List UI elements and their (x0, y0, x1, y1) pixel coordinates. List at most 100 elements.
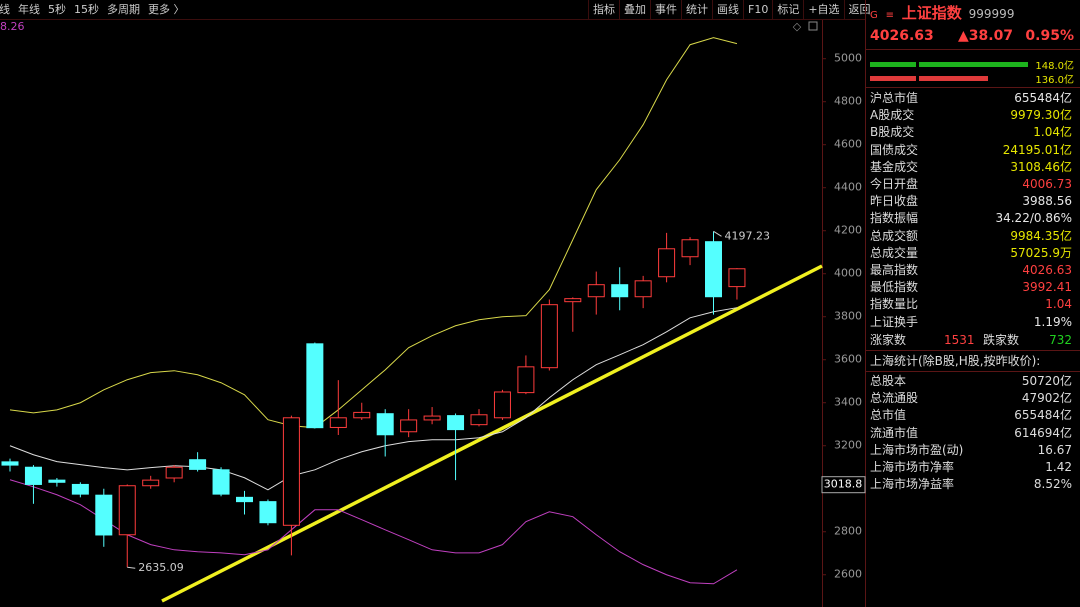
period-button[interactable]: 日线 (0, 3, 10, 16)
stat-row: 总股本 50720亿 (870, 373, 1072, 390)
info-label: 上证换手 (870, 314, 919, 329)
y-tick-label: 4000 (834, 267, 862, 280)
candle-body (493, 391, 511, 419)
tool-button[interactable]: 统计 (681, 0, 712, 19)
candle-body (24, 466, 42, 485)
info-row: 指数振幅 34.22/0.86% (870, 210, 1072, 227)
candle-body (95, 494, 113, 536)
info-row: 基金成交 3108.46亿 (870, 159, 1072, 176)
icon (808, 21, 818, 31)
section-title: 上海统计(除B股,H股,按昨收价): (870, 354, 1041, 368)
stat-row: 上海市场市净率 1.42 (870, 459, 1072, 476)
divider (866, 371, 1080, 372)
info-label: B股成交 (870, 125, 915, 140)
logo: G (870, 10, 878, 21)
annotation-pointer (127, 566, 136, 569)
info-value: 34.22/0.86% (995, 211, 1072, 226)
stat-label: 上海市场净益率 (870, 477, 955, 492)
info-label: 总成交额 (870, 228, 919, 243)
info-value: 9979.30亿 (1010, 108, 1072, 123)
candle-body (705, 241, 722, 298)
stat-value: 50720亿 (1021, 374, 1072, 388)
stat-label: 总流通股 (870, 391, 919, 406)
candle-body (71, 483, 89, 495)
buy-bar (870, 62, 916, 67)
candle-body (48, 479, 66, 483)
period-button[interactable]: 15秒 (74, 3, 99, 16)
candle-body (329, 417, 347, 428)
info-row: 指数量比 1.04 (870, 296, 1072, 313)
candle-body (470, 414, 488, 426)
divider (866, 350, 1080, 351)
candle-body (728, 268, 746, 288)
info-row: 沪总市值 655484亿 (870, 90, 1072, 107)
buy-bar-label: 148.0亿 (1035, 61, 1074, 72)
info-label: 昨日收盘 (870, 194, 919, 209)
y-tick-label: 3800 (834, 310, 862, 323)
stat-value: 16.67 (1037, 442, 1072, 457)
info-label: 沪总市值 (870, 91, 919, 105)
candle-body (658, 248, 676, 278)
candle-body (447, 415, 465, 431)
info-row: 最高指数 4026.63 (870, 262, 1072, 279)
period-button[interactable]: 更多 〉 (148, 3, 185, 16)
info-value: 9984.35亿 (1010, 228, 1072, 243)
candle-body (681, 239, 699, 258)
candle-body (376, 413, 394, 436)
tool-button[interactable]: 叠加 (619, 0, 650, 19)
cursor-label: 3018.8 (824, 478, 863, 491)
y-tick-label: 4800 (834, 95, 862, 108)
tool-button[interactable]: +自选 (803, 0, 843, 19)
pct: 0.95% (1025, 28, 1074, 44)
y-tick-label: 3200 (834, 439, 862, 452)
period-button[interactable]: 5秒 (48, 3, 66, 16)
candle-body (142, 479, 160, 487)
breadth-row: 涨家数 1531 跌家数 732 (870, 332, 1072, 349)
tool-button[interactable]: 标记 (772, 0, 803, 19)
period-button[interactable]: 多周期 (107, 3, 140, 16)
tool-button[interactable]: F10 (743, 0, 772, 19)
candle-body (118, 485, 136, 536)
stat-label: 流通市值 (870, 425, 919, 440)
tool-button[interactable]: 指标 (588, 0, 619, 19)
up-label: 涨家数 (870, 333, 907, 347)
stat-value: 47902亿 (1021, 391, 1072, 406)
candle-body (212, 469, 230, 495)
stat-label: 上海市场市净率 (870, 460, 955, 474)
stat-value: 8.52% (1033, 477, 1072, 492)
info-label: 基金成交 (870, 159, 919, 174)
index-code: 999999 (968, 7, 1015, 21)
menu-icon[interactable]: ≡ (885, 10, 894, 21)
info-value: 3108.46亿 (1010, 159, 1072, 174)
candle-body (353, 411, 371, 419)
info-row: B股成交 1.04亿 (870, 124, 1072, 141)
band-line (9, 37, 738, 429)
tool-button[interactable]: 事件 (650, 0, 681, 19)
y-tick-label: 4400 (834, 181, 862, 194)
info-row: 昨日收盘 3988.56 (870, 193, 1072, 210)
stat-label: 总市值 (870, 408, 907, 423)
y-tick-label: 3600 (834, 353, 862, 366)
info-row: 最低指数 3992.41 (870, 279, 1072, 296)
stat-row: 上海市场净益率 8.52% (870, 476, 1072, 493)
stat-row: 总市值 655484亿 (870, 407, 1072, 424)
info-value: 3992.41 (1022, 280, 1072, 295)
info-row: A股成交 9979.30亿 (870, 107, 1072, 124)
candle-body (634, 280, 652, 298)
candle-body (306, 343, 324, 429)
stat-value: 614694亿 (1014, 425, 1072, 440)
trend-line (161, 264, 823, 603)
candle-body (165, 466, 183, 479)
info-label: 今日开盘 (870, 177, 919, 191)
stat-label: 上海市场市盈(动) (870, 442, 964, 457)
info-row: 上证换手 1.19% (870, 314, 1072, 331)
period-button[interactable]: 年线 (18, 3, 40, 16)
down-label: 跌家数 (983, 333, 1020, 347)
tool-button[interactable]: 画线 (712, 0, 743, 19)
sell-bar (870, 76, 916, 81)
info-value: 24195.01亿 (1002, 142, 1072, 157)
candle-body (259, 501, 277, 524)
y-tick-label: 5000 (834, 52, 862, 65)
y-tick-label: 2800 (834, 525, 862, 538)
